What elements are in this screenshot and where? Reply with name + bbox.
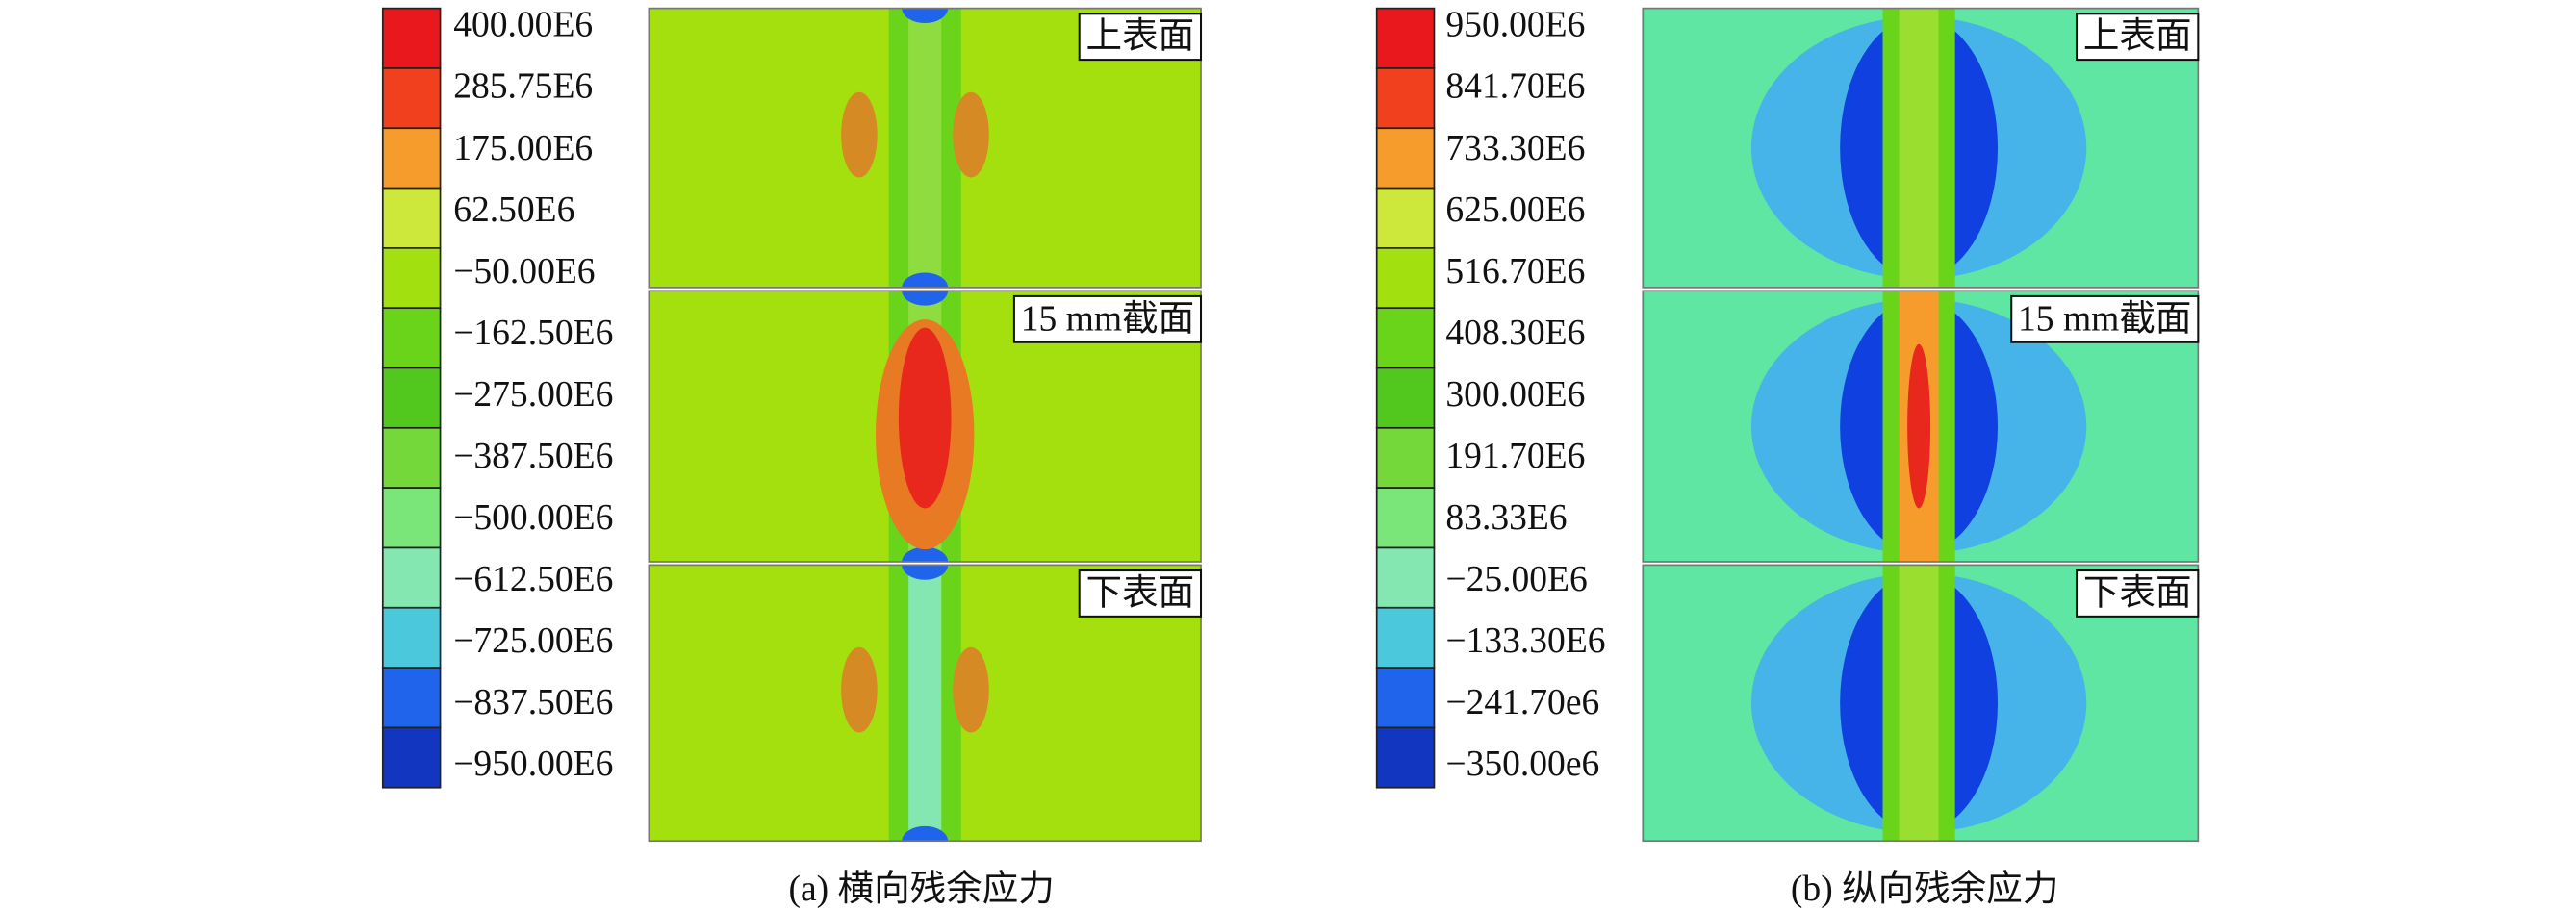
legend-label: −612.50E6 (453, 560, 613, 599)
legend-swatch (381, 667, 442, 729)
contour-panel (1643, 565, 2199, 842)
tip (902, 546, 949, 562)
legend-label: 408.30E6 (1445, 314, 1585, 353)
section-label-box (1078, 13, 1203, 62)
legend-swatch (381, 606, 442, 669)
tip (902, 825, 949, 842)
legend-swatch (1375, 667, 1436, 729)
legend-swatch (1375, 546, 1436, 609)
legend-label: 516.70E6 (1445, 252, 1585, 291)
tip (902, 272, 949, 288)
section-label: 15 mm截面 (1021, 299, 1194, 339)
legend-label: −275.00E6 (453, 375, 613, 415)
legend-swatch (381, 367, 442, 429)
hot-core (898, 327, 952, 509)
lobe (841, 646, 878, 733)
legend-swatch (381, 726, 442, 789)
panel-border (1642, 290, 2200, 563)
legend-label: −350.00e6 (1445, 745, 1599, 784)
legend-label: 62.50E6 (453, 190, 574, 230)
lobe (953, 91, 989, 178)
legend-swatch (1375, 7, 1436, 69)
section-label-box (2076, 13, 2200, 62)
weld-core (1899, 8, 1939, 288)
legend-swatch (381, 247, 442, 310)
legend-swatch (1375, 726, 1436, 789)
section-label: 下表面 (1086, 573, 1195, 613)
legend-swatch (1375, 247, 1436, 310)
legend-swatch (1375, 487, 1436, 549)
legend-label: −387.50E6 (453, 437, 613, 476)
legend-label: −50.00E6 (453, 252, 595, 291)
lobe (841, 91, 878, 178)
legend-swatch (1375, 187, 1436, 249)
tip (902, 291, 949, 306)
legend-label: −162.50E6 (453, 314, 613, 353)
legend-label: −133.30E6 (1445, 621, 1605, 661)
legend-label: 950.00E6 (1445, 6, 1585, 45)
section-label-box (2076, 569, 2200, 618)
legend-label: 83.33E6 (1445, 498, 1567, 538)
legend-label: 625.00E6 (1445, 190, 1585, 230)
legend-swatch (381, 127, 442, 190)
caption: (b) 纵向残余应力 (1791, 869, 2058, 909)
legend-swatch (381, 67, 442, 130)
weld-core (908, 8, 942, 288)
legend-label: −837.50E6 (453, 683, 613, 722)
section-label-box (1078, 569, 1203, 618)
legend-label: 400.00E6 (453, 6, 593, 45)
legend-label: −950.00E6 (453, 745, 613, 784)
legend-label: 841.70E6 (1445, 67, 1585, 107)
legend-swatch (1375, 307, 1436, 369)
section-label: 15 mm截面 (2018, 299, 2191, 339)
panel-border (648, 564, 1202, 843)
lobe (953, 646, 989, 733)
section-label-box (2010, 294, 2200, 343)
panel-border (1642, 7, 2200, 289)
tip (902, 8, 949, 23)
section-label: 上表面 (1086, 17, 1195, 57)
legend-label: −725.00E6 (453, 621, 613, 661)
tip (902, 565, 949, 580)
legend-label: 285.75E6 (453, 67, 593, 107)
legend-swatch (1375, 426, 1436, 489)
legend-swatch (1375, 127, 1436, 190)
section-label-box (1012, 294, 1203, 343)
legend-swatch (381, 546, 442, 609)
legend-swatch (381, 187, 442, 249)
weld-core (908, 565, 942, 842)
legend-swatch (1375, 367, 1436, 429)
legend-label: 733.30E6 (1445, 129, 1585, 168)
section-label: 上表面 (2083, 17, 2192, 57)
legend-label: −241.70e6 (1445, 683, 1599, 722)
section-label: 下表面 (2083, 573, 2192, 613)
panel-border (648, 7, 1202, 289)
legend-swatch (381, 426, 442, 489)
hot-core (1907, 343, 1931, 509)
legend-swatch (381, 7, 442, 69)
panel-border (1642, 564, 2200, 843)
legend-swatch (381, 487, 442, 549)
legend-swatch (1375, 606, 1436, 669)
legend-label: −25.00E6 (1445, 560, 1587, 599)
legend-swatch (1375, 67, 1436, 130)
legend-label: 300.00E6 (1445, 375, 1585, 415)
legend-label: −500.00E6 (453, 498, 613, 538)
panel-border (648, 290, 1202, 563)
legend-label: 175.00E6 (453, 129, 593, 168)
legend-label: 191.70E6 (1445, 437, 1585, 476)
weld-core (1899, 565, 1939, 842)
legend-swatch (381, 307, 442, 369)
caption: (a) 横向残余应力 (788, 869, 1054, 909)
